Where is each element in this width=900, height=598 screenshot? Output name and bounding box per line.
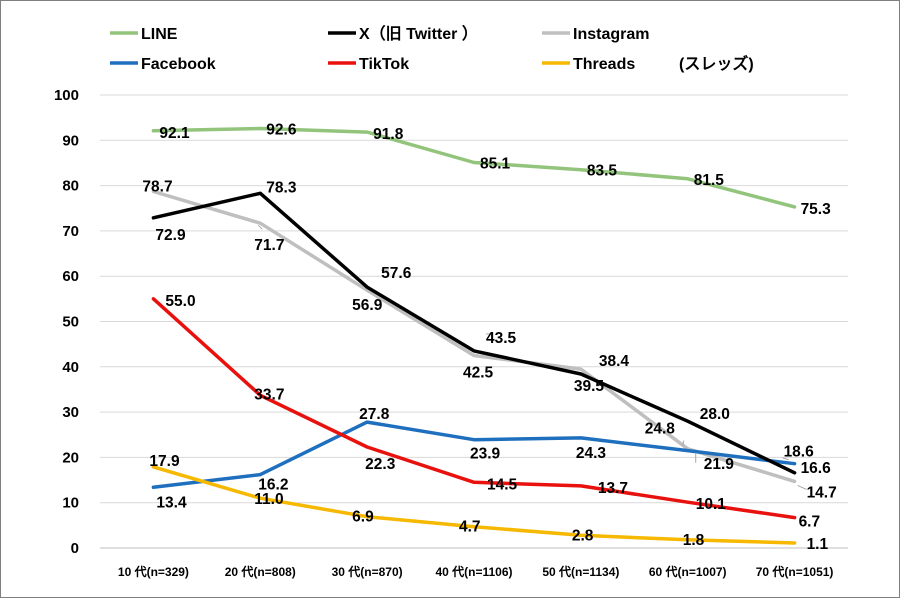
legend: (スレッズ) LINE X（旧 Twitter ） Instagram Faceboo… bbox=[110, 25, 754, 73]
data-label: 28.0 bbox=[700, 406, 730, 423]
label-leader-line bbox=[797, 484, 807, 490]
data-label: 71.7 bbox=[254, 237, 284, 254]
data-label: 83.5 bbox=[587, 163, 618, 180]
data-label: 6.7 bbox=[799, 514, 821, 531]
y-axis-ticks: 0 10 20 30 40 50 60 70 80 90 100 bbox=[54, 87, 79, 557]
x-tick-label: 70 代(n=1051) bbox=[756, 564, 834, 579]
gridlines bbox=[100, 94, 848, 549]
y-tick-label: 20 bbox=[62, 449, 79, 466]
data-label: 14.7 bbox=[807, 484, 837, 501]
data-label: 91.8 bbox=[373, 126, 404, 143]
data-label: 16.6 bbox=[801, 460, 832, 477]
legend-label: Instagram bbox=[573, 26, 649, 43]
data-label: 75.3 bbox=[801, 201, 832, 218]
data-label: 10.1 bbox=[696, 496, 727, 513]
data-label: 57.6 bbox=[381, 265, 412, 282]
series-line-xtwitter bbox=[151, 191, 797, 475]
data-label: 16.2 bbox=[258, 477, 288, 494]
y-tick-label: 90 bbox=[62, 132, 79, 149]
x-tick-label: 10 代(n=329) bbox=[118, 564, 189, 579]
legend-label: TikTok bbox=[359, 56, 409, 73]
data-label: 27.8 bbox=[359, 406, 390, 423]
data-label: 92.6 bbox=[266, 122, 297, 139]
legend-label: Threads bbox=[573, 56, 635, 73]
data-label: 14.5 bbox=[487, 476, 518, 493]
x-tick-label: 60 代(n=1007) bbox=[649, 564, 727, 579]
data-label: 33.7 bbox=[254, 386, 284, 403]
series-line-threads bbox=[151, 465, 797, 545]
series-lines bbox=[151, 126, 797, 545]
data-label: 38.4 bbox=[599, 353, 630, 370]
legend-label: X（旧 Twitter ） bbox=[359, 25, 478, 43]
data-label: 92.1 bbox=[159, 125, 190, 142]
x-axis-ticks: 10 代(n=329) 20 代(n=808) 30 代(n=870) 40 代(n=… bbox=[118, 564, 834, 579]
data-label: 18.6 bbox=[784, 444, 815, 461]
data-label: 11.0 bbox=[254, 491, 283, 508]
data-label: 55.0 bbox=[165, 293, 195, 310]
data-label: 42.5 bbox=[463, 364, 494, 381]
y-tick-label: 100 bbox=[54, 87, 79, 104]
x-tick-label: 20 代(n=808) bbox=[225, 564, 296, 579]
data-label: 39.5 bbox=[574, 378, 605, 395]
label-leader-line bbox=[257, 224, 263, 230]
data-label: 81.5 bbox=[694, 172, 725, 189]
data-label: 21.9 bbox=[704, 456, 735, 473]
data-label: 13.4 bbox=[156, 494, 187, 511]
data-label: 1.1 bbox=[807, 536, 829, 553]
x-tick-label: 30 代(n=870) bbox=[332, 564, 403, 579]
data-label: 17.9 bbox=[149, 453, 180, 470]
data-label: 22.3 bbox=[365, 456, 396, 473]
series-line-facebook bbox=[151, 420, 797, 490]
data-label: 6.9 bbox=[352, 509, 374, 526]
data-label: 24.8 bbox=[645, 421, 676, 438]
y-tick-label: 0 bbox=[71, 540, 79, 557]
data-label: 13.7 bbox=[598, 480, 628, 497]
data-label: 85.1 bbox=[480, 155, 511, 172]
y-tick-label: 70 bbox=[62, 223, 79, 240]
y-tick-label: 60 bbox=[62, 268, 79, 285]
data-label: 78.7 bbox=[142, 178, 172, 195]
label-leader-line bbox=[782, 457, 789, 461]
data-labels: 92.1 92.6 91.8 85.1 83.5 81.5 75.3 72.9 78.3 57.6… bbox=[142, 122, 836, 553]
data-label: 78.3 bbox=[266, 179, 297, 196]
label-leader-lines bbox=[257, 224, 807, 490]
x-tick-label: 40 代(n=1106) bbox=[435, 564, 512, 579]
legend-label: Facebook bbox=[141, 56, 216, 73]
series-line-instagram bbox=[151, 189, 797, 484]
y-tick-label: 10 bbox=[62, 495, 79, 512]
data-label: 2.8 bbox=[572, 527, 594, 544]
series-line-tiktok bbox=[151, 297, 797, 520]
data-label: 24.3 bbox=[576, 445, 607, 462]
legend-label: LINE bbox=[141, 26, 178, 43]
data-label: 23.9 bbox=[470, 446, 501, 463]
x-tick-label: 50 代(n=1134) bbox=[542, 564, 619, 579]
label-leader-line bbox=[682, 440, 685, 446]
y-tick-label: 80 bbox=[62, 178, 79, 195]
data-label: 43.5 bbox=[486, 330, 517, 347]
data-label: 4.7 bbox=[459, 519, 481, 536]
data-label: 1.8 bbox=[683, 532, 705, 549]
y-tick-label: 50 bbox=[62, 314, 79, 331]
legend-note: (スレッズ) bbox=[679, 54, 754, 73]
y-tick-label: 40 bbox=[62, 359, 79, 376]
y-tick-label: 30 bbox=[62, 404, 79, 421]
series-line-line bbox=[151, 126, 797, 209]
data-label: 72.9 bbox=[155, 227, 186, 244]
data-label: 56.9 bbox=[352, 297, 383, 314]
